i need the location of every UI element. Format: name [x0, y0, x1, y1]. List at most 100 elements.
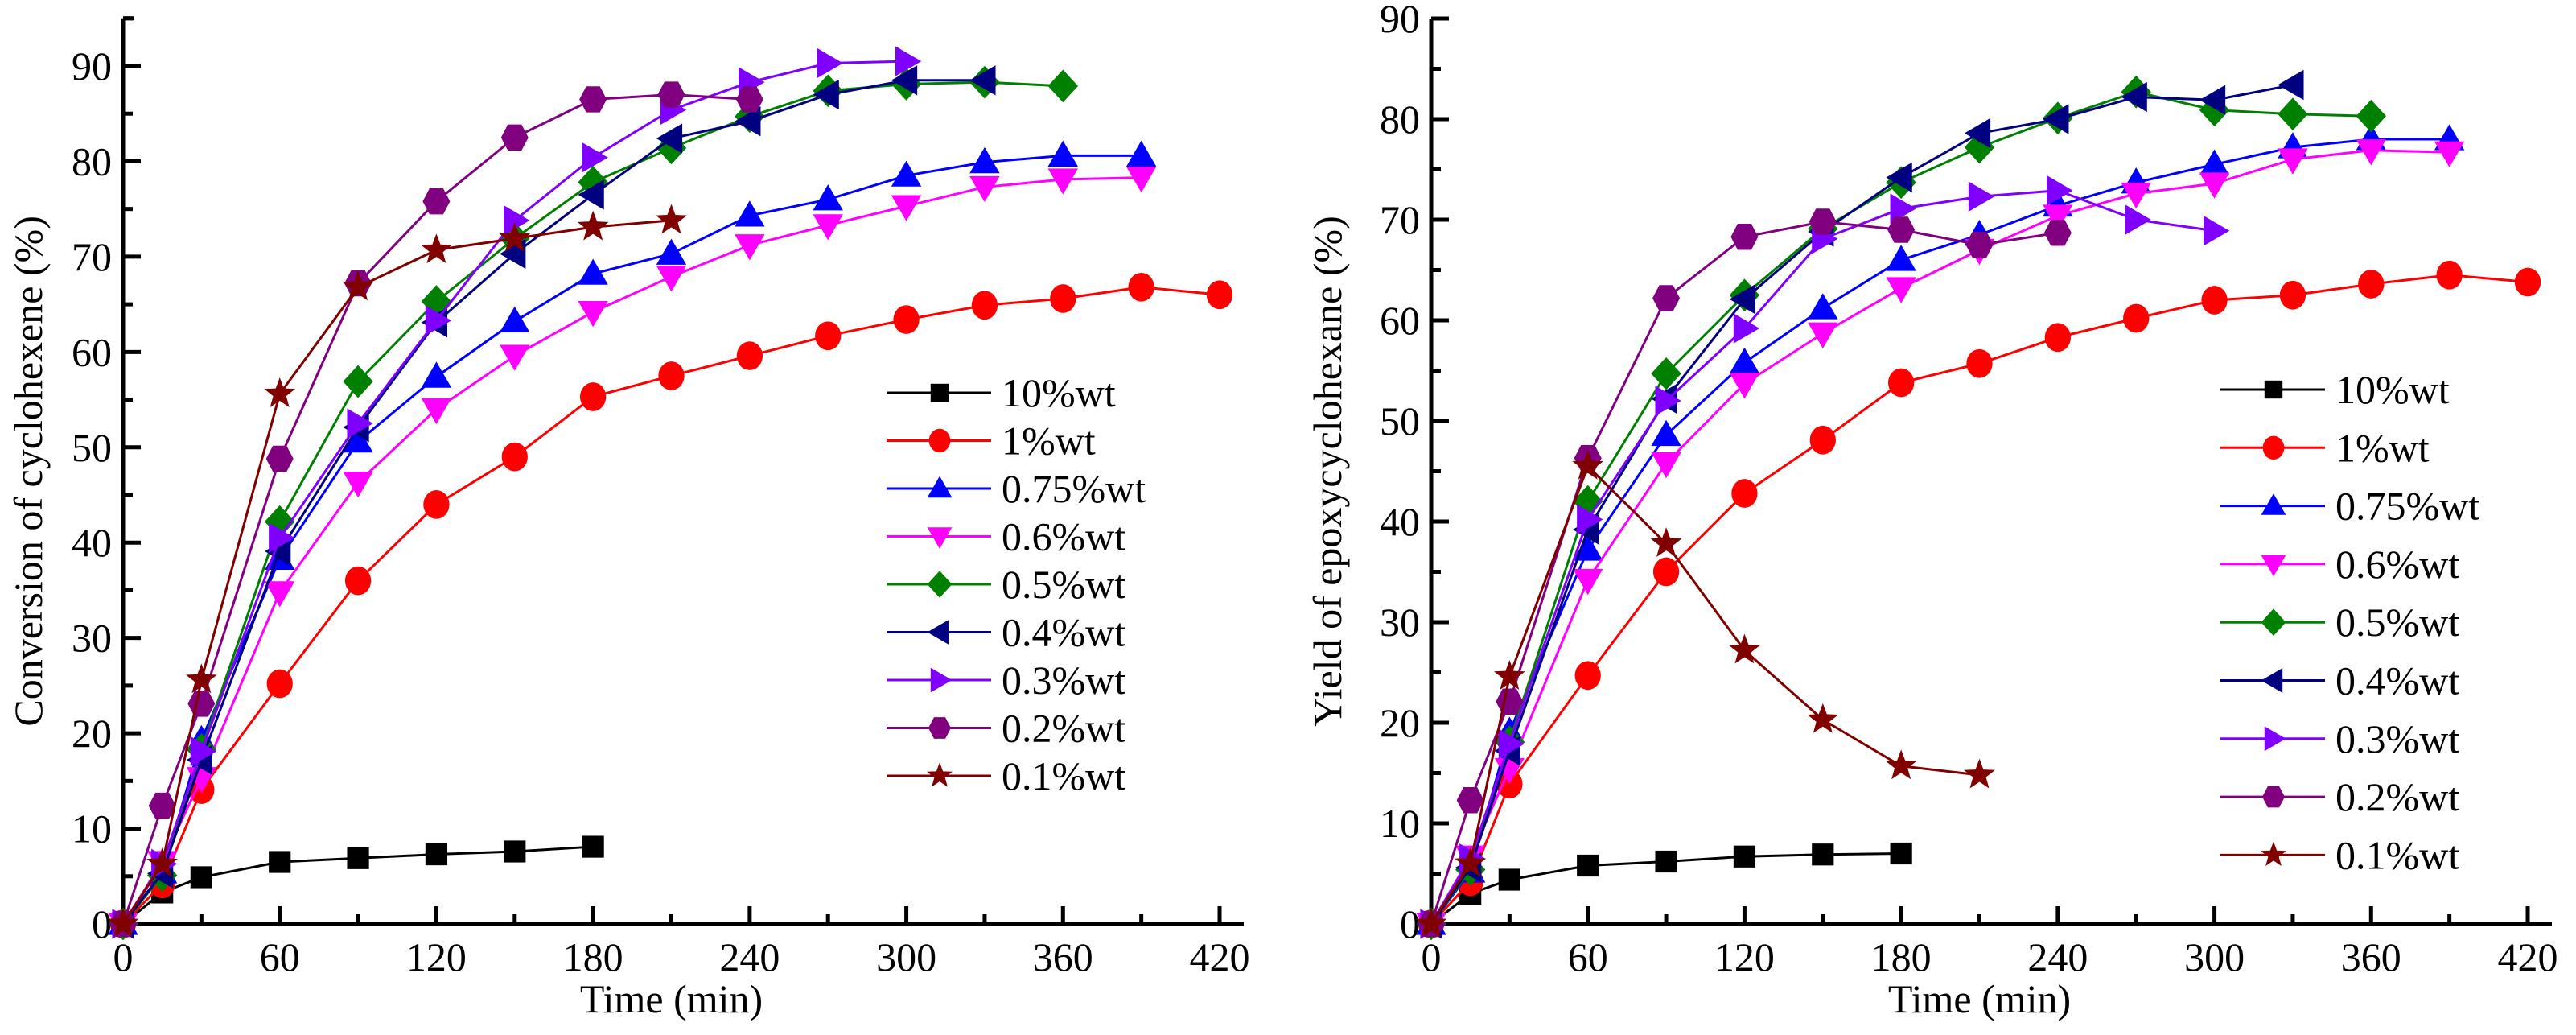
- series-line: [121, 80, 1064, 925]
- series-line: [121, 93, 750, 925]
- legend-item: 0.5%wt: [2220, 600, 2459, 645]
- x-tick-label: 120: [406, 934, 467, 979]
- series-line: [121, 286, 1220, 926]
- data-point: [269, 851, 291, 873]
- data-point: [1047, 140, 1078, 167]
- x-tick-label: 240: [2027, 934, 2088, 979]
- data-point: [1577, 854, 1599, 877]
- data-point: [1966, 348, 1993, 378]
- y-tick-label: 20: [72, 711, 112, 756]
- y-tick-label: 10: [72, 806, 112, 852]
- data-point: [969, 146, 1000, 174]
- x-tick-label: 60: [1568, 934, 1608, 979]
- data-point: [499, 221, 531, 252]
- data-point: [2278, 148, 2308, 175]
- data-point: [1125, 166, 1157, 193]
- legend-item: 0.2%wt: [2220, 774, 2459, 819]
- legend-label: 0.2%wt: [2335, 774, 2459, 819]
- legend-item: 0.3%wt: [887, 658, 1125, 703]
- series-0-3-wt: [112, 46, 922, 939]
- data-point: [813, 214, 843, 241]
- data-point: [2278, 97, 2308, 131]
- data-point: [1652, 557, 1680, 587]
- legend-label: 1%wt: [1002, 419, 1096, 464]
- x-tick-label: 240: [719, 934, 780, 979]
- legend-marker: [927, 571, 953, 598]
- data-point: [1887, 216, 1916, 243]
- data-point: [1729, 373, 1760, 399]
- data-point: [2279, 280, 2306, 310]
- legend-label: 0.1%wt: [1002, 753, 1125, 798]
- data-point: [1731, 479, 1758, 508]
- data-point: [1573, 568, 1603, 596]
- data-point: [735, 200, 765, 227]
- data-point: [422, 188, 451, 215]
- data-point: [895, 46, 922, 76]
- y-tick-label: 30: [1380, 600, 1420, 645]
- data-point: [1496, 769, 1523, 799]
- chart-yield: 0 60 120 180 240 300 360 4200102030405060708090…: [1305, 0, 2558, 1021]
- legend-item: 0.75%wt: [2220, 484, 2479, 529]
- series-line: [121, 219, 672, 925]
- y-tick-label: 10: [1380, 801, 1420, 846]
- data-point: [582, 142, 608, 173]
- data-point: [269, 522, 295, 553]
- series-0-1-wt: [107, 204, 687, 938]
- legend-item: 0.1%wt: [887, 753, 1125, 798]
- x-tick-label: 0: [1422, 934, 1442, 979]
- data-point: [347, 408, 373, 439]
- data-point: [736, 341, 763, 370]
- data-point: [1808, 322, 1838, 348]
- data-point: [1729, 347, 1760, 374]
- series-line: [121, 60, 907, 925]
- data-point: [423, 489, 450, 519]
- legend-marker: [2262, 786, 2285, 808]
- series-0-2-wt: [1418, 208, 2072, 938]
- legend-marker: [2261, 608, 2286, 636]
- data-point: [1812, 843, 1834, 866]
- y-tick-label: 40: [72, 520, 112, 565]
- series-0-3-wt: [1420, 175, 2230, 939]
- data-point: [1493, 660, 1525, 691]
- data-point: [2123, 303, 2150, 333]
- data-point: [1733, 313, 1760, 344]
- data-point: [656, 238, 687, 265]
- data-point: [1890, 193, 1916, 224]
- x-tick-label: 120: [1714, 934, 1775, 979]
- legend-item: 0.6%wt: [2220, 542, 2459, 587]
- legend-item: 1%wt: [887, 419, 1096, 464]
- chart-conversion: 0 60 120 180 240 300 360 4200102030405060708090…: [6, 16, 1250, 1021]
- data-point: [1808, 293, 1838, 320]
- y-tick-label: 70: [1380, 197, 1420, 242]
- legend-item: 1%wt: [2220, 425, 2430, 470]
- data-point: [1733, 845, 1756, 868]
- data-point: [2121, 182, 2151, 209]
- data-point: [1965, 232, 1994, 258]
- legend-item: 0.2%wt: [887, 706, 1125, 751]
- data-point: [1125, 140, 1157, 167]
- data-point: [2043, 220, 2072, 246]
- series-0-6-wt: [108, 166, 1157, 939]
- y-tick-label: 50: [1380, 398, 1420, 443]
- data-point: [146, 847, 179, 877]
- data-point: [500, 306, 530, 333]
- x-tick-label: 420: [1190, 934, 1250, 979]
- legend-marker: [2261, 493, 2286, 515]
- data-point: [2125, 204, 2151, 235]
- data-point: [265, 445, 294, 472]
- legend-label: 0.2%wt: [1002, 706, 1125, 751]
- x-axis-title: Time (min): [1888, 976, 2071, 1021]
- data-point: [1652, 285, 1681, 311]
- data-point: [1572, 449, 1604, 480]
- data-point: [1577, 504, 1603, 535]
- data-point: [1651, 452, 1681, 479]
- legend-marker: [927, 620, 949, 645]
- y-tick-label: 30: [72, 616, 112, 661]
- data-point: [1655, 850, 1677, 873]
- data-point: [190, 866, 212, 889]
- data-point: [1206, 280, 1233, 310]
- legend-label: 0.6%wt: [2335, 542, 2459, 587]
- data-point: [813, 79, 839, 110]
- data-point: [1964, 758, 1995, 789]
- data-point: [1886, 162, 1912, 193]
